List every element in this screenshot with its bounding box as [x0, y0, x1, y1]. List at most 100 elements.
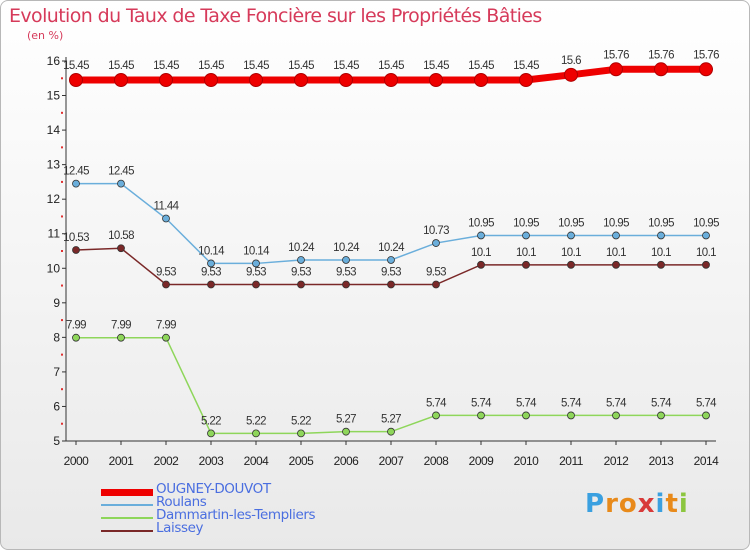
data-label-dammartin-les-templiers: 5.74	[426, 397, 447, 409]
data-point-dammartin-les-templiers	[207, 429, 215, 438]
y-minor-tick	[61, 422, 63, 425]
y-tick-label: 11	[48, 227, 61, 241]
data-label-roulans: 10.14	[198, 245, 225, 257]
data-point-dammartin-les-templiers	[432, 411, 440, 420]
data-label-laissey: 10.1	[696, 247, 716, 259]
data-point-dammartin-les-templiers	[162, 333, 170, 342]
data-point-laissey	[117, 244, 125, 253]
data-point-ougney-douvot	[519, 73, 533, 87]
data-label-ougney-douvot: 15.45	[243, 60, 269, 72]
legend-swatch	[101, 530, 153, 532]
data-label-dammartin-les-templiers: 5.74	[471, 397, 492, 409]
data-label-laissey: 9.53	[336, 267, 356, 279]
logo-letter: o	[618, 489, 638, 519]
data-point-roulans	[522, 231, 530, 240]
x-tick-label: 2003	[199, 454, 225, 468]
data-point-roulans	[72, 179, 80, 188]
y-minor-tick	[61, 250, 63, 252]
data-label-roulans: 10.95	[468, 217, 494, 229]
x-tick-label: 2000	[64, 454, 90, 468]
data-label-dammartin-les-templiers: 5.74	[651, 397, 672, 409]
y-tick-label: 9	[53, 296, 60, 310]
data-point-ougney-douvot	[249, 73, 263, 87]
y-tick-label: 6	[53, 399, 60, 413]
data-point-laissey	[702, 260, 710, 269]
data-label-laissey: 10.1	[516, 247, 536, 259]
data-label-ougney-douvot: 15.45	[378, 60, 404, 72]
data-point-ougney-douvot	[384, 73, 398, 87]
data-label-roulans: 10.14	[243, 245, 270, 257]
data-label-dammartin-les-templiers: 7.99	[111, 320, 131, 332]
logo-letter: x	[637, 489, 656, 519]
data-point-roulans	[117, 179, 125, 188]
logo-letter: t	[665, 489, 679, 519]
data-point-laissey	[522, 260, 530, 269]
data-label-ougney-douvot: 15.45	[153, 60, 179, 72]
data-point-dammartin-les-templiers	[657, 411, 665, 420]
data-label-ougney-douvot: 15.76	[648, 49, 674, 61]
data-label-dammartin-les-templiers: 5.27	[381, 414, 401, 426]
data-point-ougney-douvot	[564, 67, 578, 82]
data-point-roulans	[387, 256, 395, 264]
data-label-roulans: 10.24	[333, 242, 360, 254]
data-point-laissey	[387, 280, 395, 289]
data-label-dammartin-les-templiers: 5.74	[606, 397, 627, 409]
data-label-laissey: 10.1	[471, 247, 491, 259]
legend-label: Dammartin-les-Templiers	[156, 507, 316, 523]
data-label-roulans: 10.95	[603, 217, 629, 229]
data-label-ougney-douvot: 15.45	[63, 60, 89, 72]
x-tick-label: 2007	[379, 454, 405, 468]
data-point-dammartin-les-templiers	[342, 427, 350, 436]
y-minor-tick	[61, 77, 63, 80]
x-tick-label: 2006	[334, 454, 360, 468]
data-label-laissey: 10.1	[651, 247, 671, 259]
legend-label: Roulans	[156, 494, 207, 510]
y-minor-tick	[61, 215, 63, 218]
data-point-laissey	[432, 280, 440, 289]
data-point-roulans	[567, 231, 575, 240]
data-point-ougney-douvot	[654, 62, 668, 77]
x-tick-label: 2005	[289, 454, 315, 468]
y-tick-label: 7	[53, 365, 60, 379]
legend-swatch	[101, 517, 153, 519]
data-point-roulans	[702, 231, 710, 240]
data-label-ougney-douvot: 15.76	[603, 49, 629, 61]
y-minor-tick	[61, 353, 63, 356]
y-minor-tick	[61, 319, 63, 322]
data-label-roulans: 10.95	[513, 217, 539, 229]
data-point-ougney-douvot	[474, 73, 488, 87]
y-tick-label: 14	[47, 123, 61, 137]
data-label-roulans: 12.45	[63, 166, 89, 178]
data-label-ougney-douvot: 15.45	[513, 60, 539, 72]
x-tick-label: 2009	[469, 454, 495, 468]
data-point-dammartin-les-templiers	[567, 411, 575, 420]
data-label-roulans: 12.45	[108, 166, 134, 178]
data-point-dammartin-les-templiers	[387, 427, 395, 436]
x-tick-label: 2008	[424, 454, 450, 468]
x-tick-label: 2014	[694, 454, 720, 468]
data-label-dammartin-les-templiers: 5.22	[246, 415, 266, 427]
data-point-laissey	[252, 280, 260, 289]
y-tick-label: 12	[47, 192, 61, 206]
data-point-laissey	[72, 246, 80, 254]
data-point-ougney-douvot	[699, 62, 713, 77]
data-point-ougney-douvot	[114, 73, 128, 87]
data-label-roulans: 11.44	[154, 201, 180, 213]
data-point-dammartin-les-templiers	[297, 429, 305, 438]
data-point-dammartin-les-templiers	[612, 411, 620, 420]
y-minor-tick	[61, 111, 63, 114]
data-label-ougney-douvot: 15.45	[108, 60, 134, 72]
data-point-dammartin-les-templiers	[477, 411, 485, 420]
y-axis-unit: (en %)	[27, 29, 64, 42]
data-label-laissey: 10.1	[561, 247, 581, 259]
y-tick-label: 8	[53, 330, 60, 344]
data-point-dammartin-les-templiers	[702, 411, 710, 420]
data-point-ougney-douvot	[429, 73, 443, 87]
data-point-ougney-douvot	[294, 73, 308, 87]
data-point-dammartin-les-templiers	[252, 429, 260, 438]
data-label-ougney-douvot: 15.76	[693, 49, 719, 61]
data-label-dammartin-les-templiers: 5.74	[561, 397, 582, 409]
data-label-ougney-douvot: 15.45	[288, 60, 314, 72]
data-point-roulans	[207, 259, 215, 268]
data-label-roulans: 10.95	[693, 217, 719, 229]
